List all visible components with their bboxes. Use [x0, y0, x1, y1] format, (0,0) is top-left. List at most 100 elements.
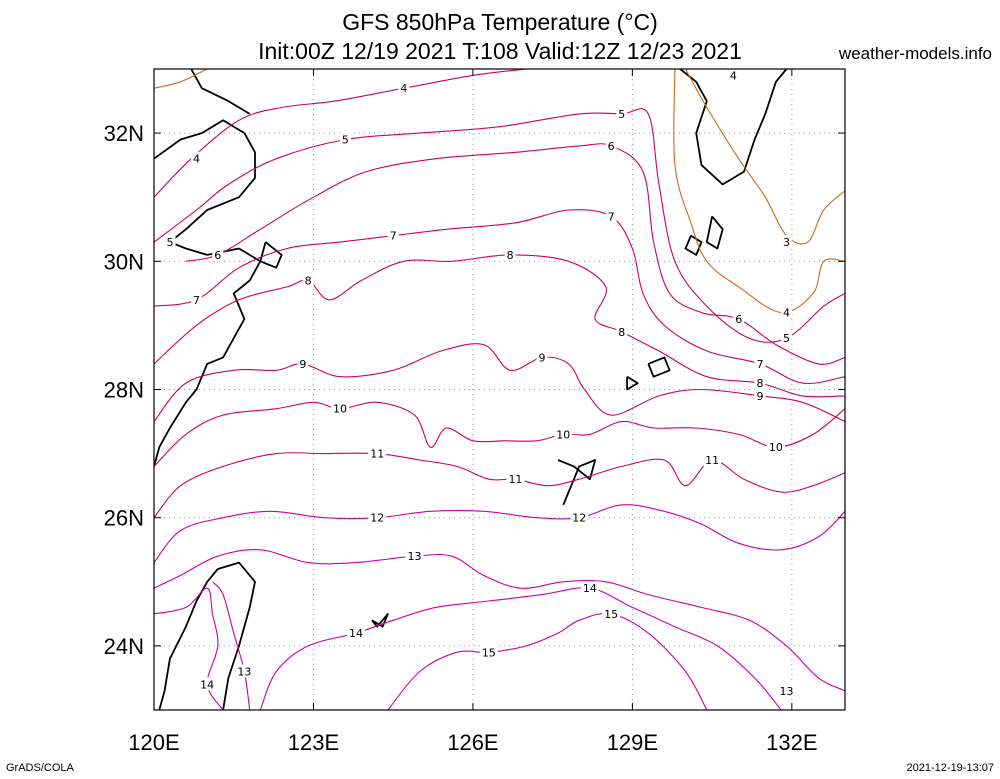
contour-label: 10 — [333, 403, 347, 416]
contour-label-bg — [754, 376, 766, 390]
contour-label: 10 — [769, 441, 783, 454]
contour-label: 5 — [342, 134, 349, 147]
contour-label: 5 — [166, 236, 173, 249]
contour-label-bg — [235, 664, 254, 678]
coastline — [190, 69, 251, 115]
coastline — [684, 234, 703, 256]
lat-tick-label: 30N — [104, 249, 144, 274]
contour-label: 7 — [390, 230, 397, 243]
contour-label: 13 — [237, 666, 251, 679]
lat-tick-label: 26N — [104, 506, 144, 531]
contour-label: 14 — [583, 582, 597, 595]
contour-label: 6 — [214, 249, 221, 262]
contour-label-bg — [781, 331, 793, 345]
coastline — [557, 459, 597, 506]
contour-label-bg — [479, 645, 498, 659]
contour-label-bg — [302, 273, 314, 287]
contour-label-bg — [605, 138, 617, 152]
isotherm-13 — [154, 549, 845, 692]
contour-label-bg — [733, 311, 745, 325]
contour-label-bg — [212, 247, 224, 261]
chart-subtitle: Init:00Z 12/19 2021 T:108 Valid:12Z 12/2… — [258, 38, 742, 64]
contour-label: 11 — [705, 454, 719, 467]
contour-label-bg — [368, 510, 387, 524]
contour-label-bg — [781, 235, 793, 249]
contour-label: 7 — [608, 210, 615, 223]
coastline — [371, 613, 389, 628]
contour-label: 11 — [370, 448, 384, 461]
contour-label-bg — [727, 68, 739, 82]
lat-lon-grid — [154, 69, 845, 710]
isotherm-4 — [673, 69, 845, 314]
contour-label: 7 — [756, 358, 763, 371]
isotherm-11 — [154, 452, 845, 519]
isotherm-7 — [154, 209, 845, 385]
isotherm-15 — [387, 612, 708, 710]
contour-label: 8 — [507, 249, 514, 262]
contour-label-bg — [754, 356, 766, 370]
contour-label-bg — [616, 324, 628, 338]
coastline — [217, 561, 256, 710]
contour-label: 8 — [305, 275, 312, 288]
contour-label: 4 — [783, 307, 790, 320]
contour-label-bg — [191, 151, 203, 165]
contour-label-bg — [580, 581, 599, 595]
contour-label-bg — [506, 472, 525, 486]
contour-label: 5 — [783, 332, 790, 345]
chart-title: GFS 850hPa Temperature (°C) — [342, 9, 658, 35]
software-label: GrADS/COLA — [6, 762, 74, 774]
lat-tick-label: 24N — [104, 634, 144, 659]
lon-tick-label: 126E — [447, 730, 498, 755]
contour-label: 6 — [608, 140, 615, 153]
generated-time: 2021-12-19-13:07 — [906, 762, 994, 774]
contour-label: 6 — [735, 313, 742, 326]
coastline — [679, 69, 788, 186]
contour-label: 11 — [508, 473, 522, 486]
contour-label-bg — [602, 606, 621, 620]
contour-label-bg — [346, 626, 365, 640]
contour-label-bg — [536, 350, 548, 364]
contour-label: 15 — [482, 646, 496, 659]
coastline — [626, 375, 639, 391]
contour-label: 7 — [193, 294, 200, 307]
contour-label: 8 — [618, 326, 625, 339]
lat-tick-label: 32N — [104, 121, 144, 146]
lon-tick-label: 123E — [288, 730, 339, 755]
source-site-label: weather-models.info — [838, 44, 992, 63]
contour-label: 4 — [730, 69, 737, 82]
contour-label-bg — [766, 440, 785, 454]
contour-label-bg — [164, 235, 176, 249]
isotherm-10 — [154, 401, 845, 467]
contour-label-bg — [781, 305, 793, 319]
contour-label: 9 — [299, 358, 306, 371]
contour-label-bg — [368, 446, 387, 460]
lat-tick-label: 28N — [104, 378, 144, 403]
contour-label: 12 — [370, 512, 384, 525]
contour-label-bg — [405, 549, 424, 563]
contour-label-bg — [777, 683, 796, 697]
contour-label: 4 — [400, 82, 407, 95]
isotherm-4 — [154, 69, 209, 89]
lon-tick-label: 132E — [766, 730, 817, 755]
contour-label-bg — [754, 388, 766, 402]
contour-label: 9 — [539, 351, 546, 364]
isotherm-14 — [259, 587, 782, 710]
contour-label: 5 — [618, 108, 625, 121]
contour-label: 13 — [780, 685, 794, 698]
contour-label-bg — [605, 209, 617, 223]
contour-label: 8 — [756, 377, 763, 390]
contour-label-bg — [570, 510, 589, 524]
contour-label-bg — [703, 453, 722, 467]
contour-label: 4 — [193, 153, 200, 166]
contour-label-bg — [198, 677, 217, 691]
contour-label: 14 — [200, 678, 214, 691]
contour-label: 3 — [783, 236, 790, 249]
coastline — [158, 568, 219, 710]
coastline — [647, 356, 671, 378]
isotherm-13 — [212, 581, 251, 710]
contour-label-bg — [387, 228, 399, 242]
lon-tick-label: 120E — [128, 730, 179, 755]
coastline — [705, 215, 724, 250]
